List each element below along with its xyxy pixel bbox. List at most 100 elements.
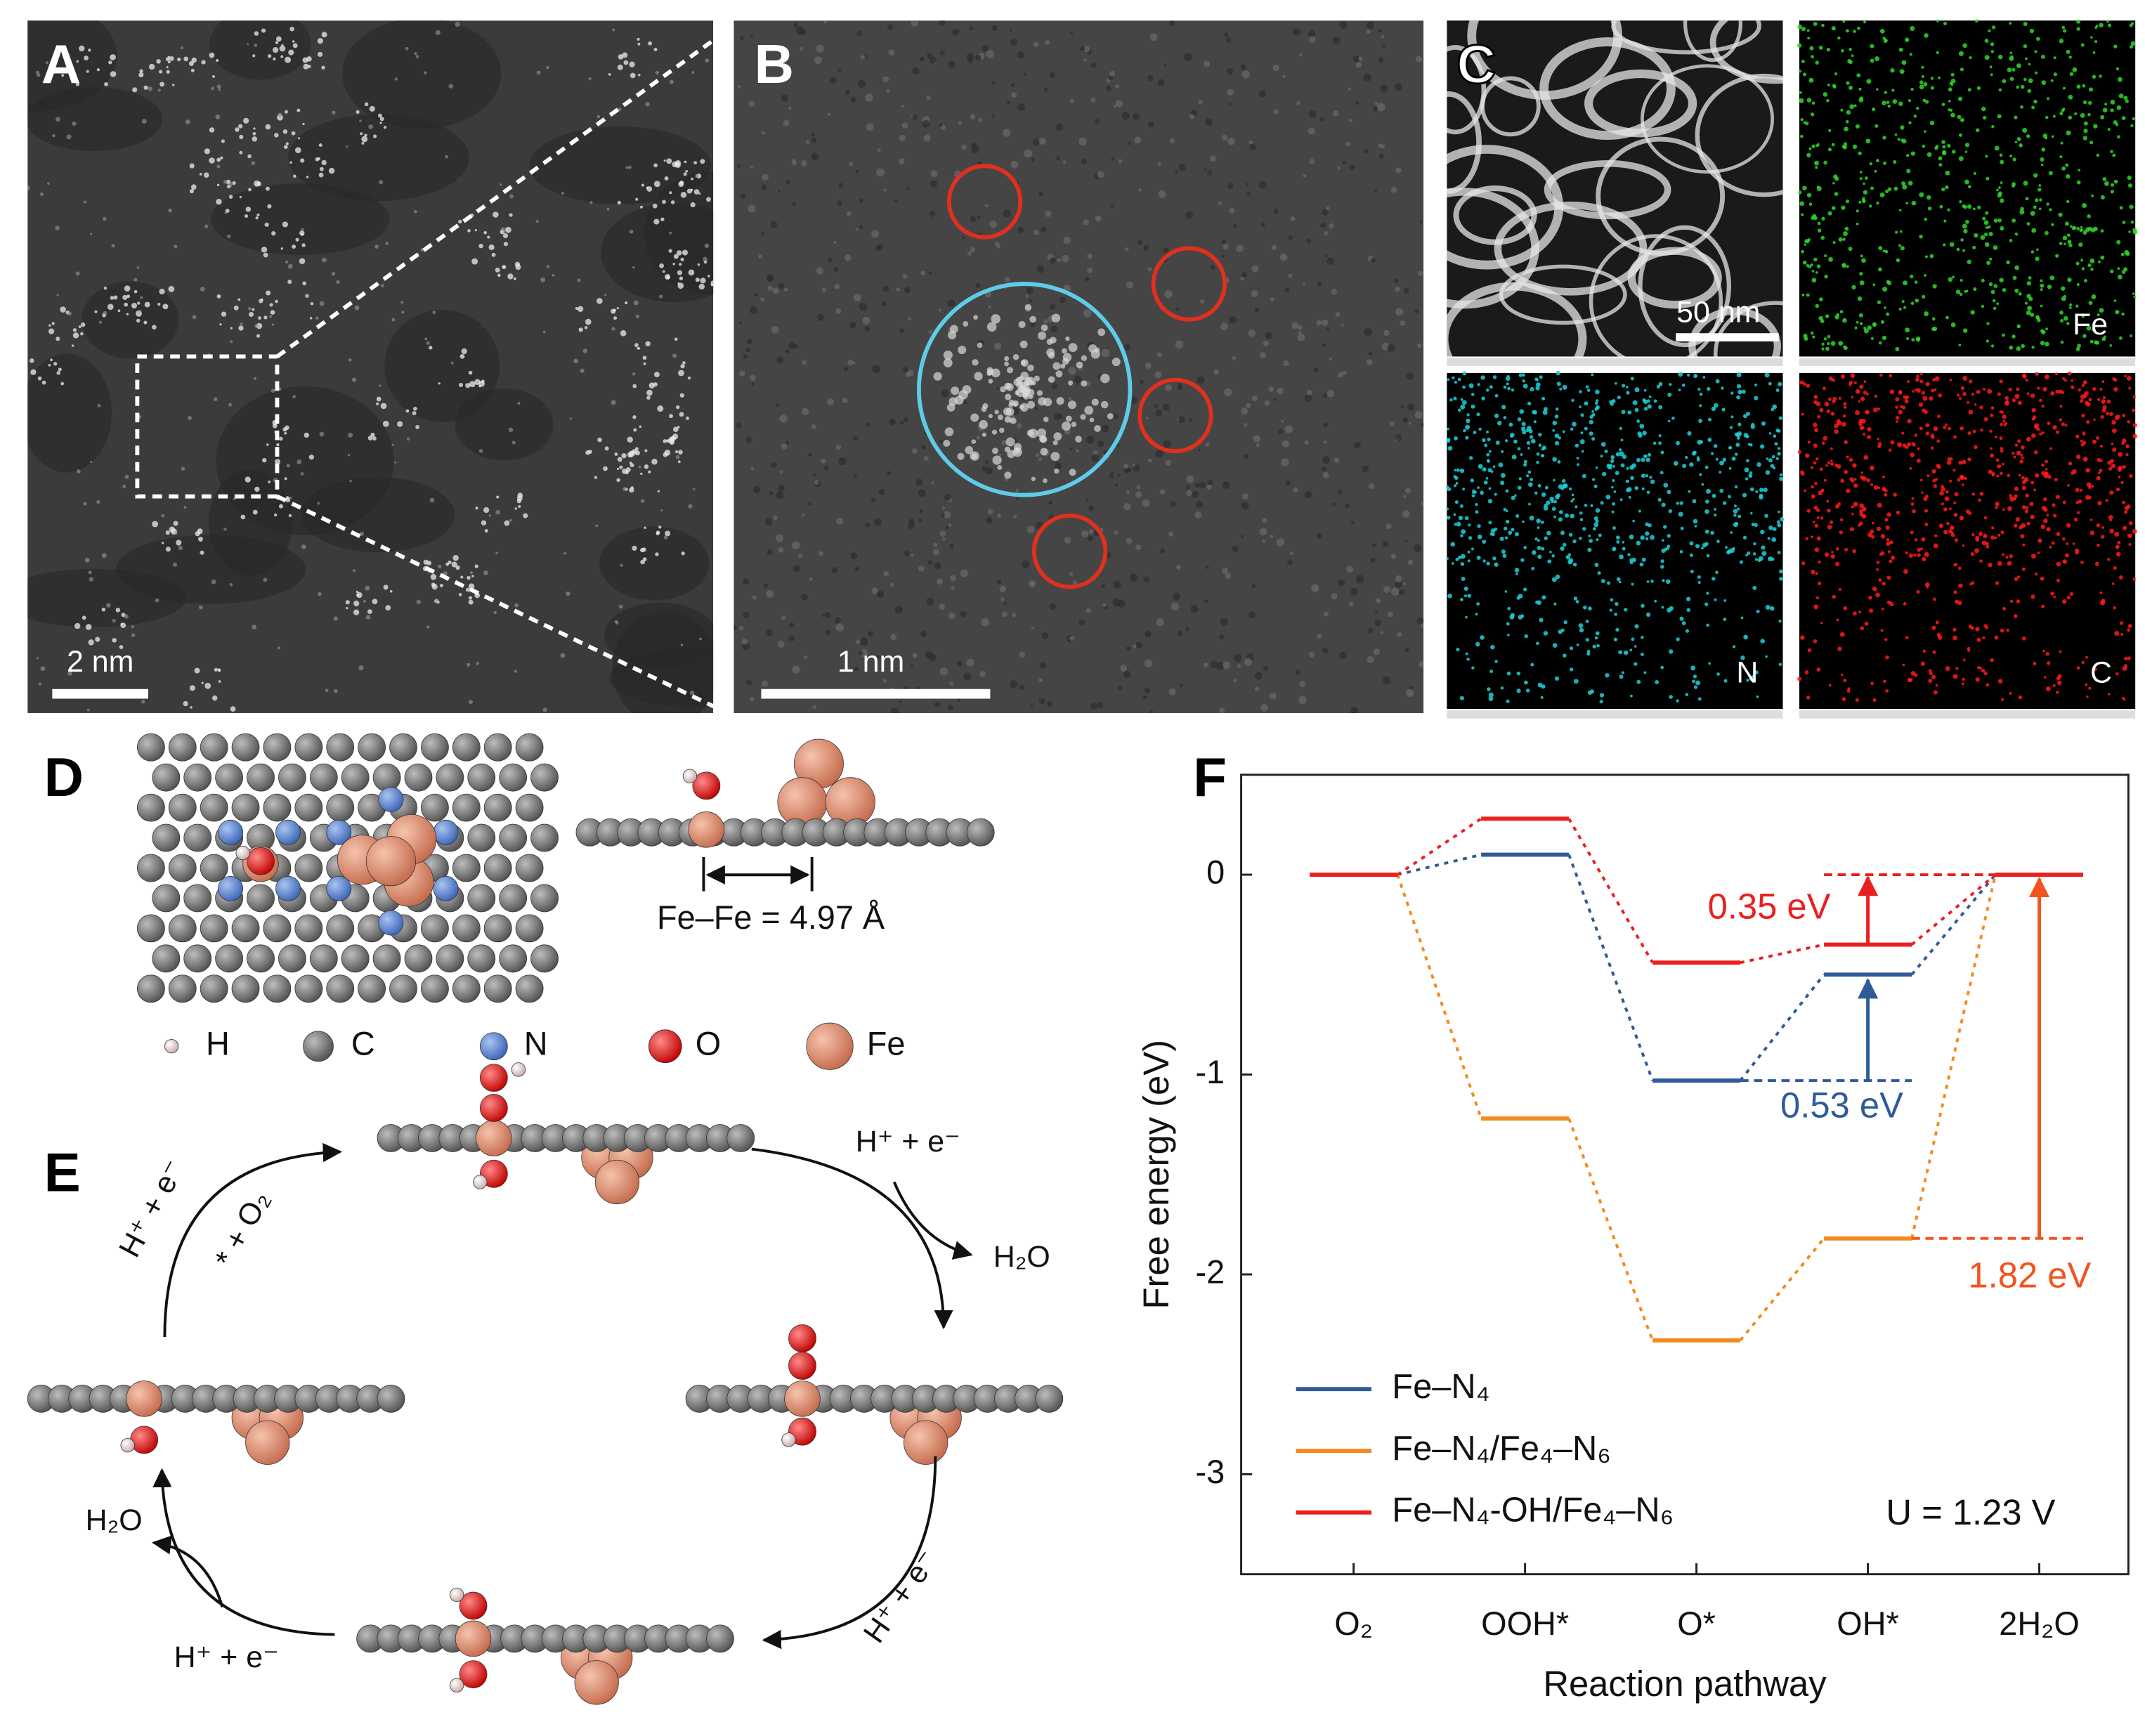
element-dot bbox=[2076, 84, 2081, 89]
noise bbox=[1085, 276, 1090, 282]
atom-speckle bbox=[943, 350, 953, 360]
element-dot bbox=[2046, 202, 2049, 206]
element-dot bbox=[1641, 603, 1645, 608]
noise bbox=[483, 570, 488, 575]
noise bbox=[844, 254, 852, 261]
noise bbox=[615, 621, 619, 625]
noise bbox=[928, 653, 937, 662]
element-dot bbox=[1456, 648, 1460, 652]
element-dot bbox=[1698, 418, 1703, 423]
atom-speckle bbox=[190, 184, 197, 190]
element-dot bbox=[1465, 652, 1468, 655]
element-dot bbox=[1692, 499, 1697, 504]
atom-speckle bbox=[166, 65, 169, 69]
element-dot bbox=[1578, 623, 1584, 628]
noise bbox=[514, 670, 517, 673]
element-dot bbox=[1620, 438, 1624, 442]
element-dot bbox=[1911, 200, 1917, 206]
noise bbox=[948, 523, 952, 528]
panel-a bbox=[27, 20, 714, 713]
element-dot bbox=[2087, 100, 2092, 105]
noise bbox=[866, 123, 874, 131]
noise bbox=[796, 27, 804, 35]
element-dot bbox=[1975, 627, 1980, 632]
noise bbox=[775, 403, 780, 407]
element-dot bbox=[1909, 274, 1914, 279]
element-dot bbox=[1846, 689, 1851, 693]
noise bbox=[1203, 663, 1208, 667]
atom-speckle bbox=[666, 158, 672, 164]
noise bbox=[996, 244, 1000, 249]
atom-C bbox=[183, 884, 212, 913]
atom-speckle bbox=[216, 294, 221, 299]
element-dot bbox=[1546, 530, 1551, 536]
noise bbox=[1404, 287, 1409, 294]
noise bbox=[1218, 201, 1223, 206]
element-dot bbox=[1863, 182, 1865, 185]
noise bbox=[835, 444, 842, 450]
atom-O bbox=[479, 1064, 508, 1092]
atom-speckle bbox=[658, 526, 662, 529]
element-dot bbox=[1994, 536, 1997, 540]
element-dot bbox=[1872, 586, 1877, 592]
element-dot bbox=[2077, 344, 2081, 348]
element-dot bbox=[1870, 58, 1875, 63]
element-dot bbox=[1523, 384, 1528, 389]
element-dot bbox=[1626, 391, 1630, 395]
element-dot bbox=[1858, 400, 1861, 403]
element-dot bbox=[2099, 591, 2103, 594]
noise bbox=[1126, 467, 1132, 473]
element-dot bbox=[1641, 474, 1645, 478]
element-dot bbox=[1706, 592, 1709, 595]
atom-speckle bbox=[491, 252, 496, 257]
element-dot bbox=[2110, 108, 2114, 112]
noise bbox=[1309, 36, 1316, 44]
element-dot bbox=[2046, 514, 2049, 517]
atom-speckle bbox=[275, 41, 279, 44]
element-dot bbox=[1911, 497, 1915, 500]
element-dot bbox=[1585, 385, 1589, 389]
element-dot bbox=[1881, 608, 1884, 611]
element-dot bbox=[1527, 426, 1532, 431]
element-dot bbox=[1875, 159, 1879, 163]
element-dot bbox=[1877, 502, 1882, 508]
element-dot bbox=[2092, 74, 2097, 79]
atom-speckle bbox=[292, 40, 295, 43]
noise bbox=[855, 228, 859, 231]
atom-Fe bbox=[688, 811, 725, 848]
noise bbox=[867, 631, 873, 637]
element-dot bbox=[1949, 378, 1952, 381]
noise bbox=[271, 323, 275, 326]
element-dot bbox=[1582, 527, 1586, 531]
element-dot bbox=[2009, 691, 2012, 695]
element-dot bbox=[1893, 159, 1897, 164]
element-dot bbox=[1926, 195, 1931, 200]
noise bbox=[876, 168, 885, 177]
noise bbox=[1133, 644, 1137, 648]
noise bbox=[1169, 138, 1175, 143]
element-dot bbox=[2058, 389, 2063, 394]
atom-speckle bbox=[209, 157, 215, 164]
atom-speckle bbox=[630, 463, 634, 468]
element-dot bbox=[1886, 575, 1891, 580]
element-dot bbox=[1921, 74, 1924, 78]
element-dot bbox=[1461, 400, 1467, 405]
atom-speckle bbox=[497, 273, 501, 278]
noise bbox=[923, 456, 929, 461]
element-dot bbox=[1485, 477, 1489, 480]
noise bbox=[1060, 296, 1066, 304]
element-dot bbox=[1540, 520, 1544, 524]
element-dot bbox=[1806, 29, 1810, 32]
element-dot bbox=[1815, 304, 1820, 308]
element-dot bbox=[1814, 523, 1819, 528]
noise bbox=[251, 161, 256, 165]
element-dot bbox=[2081, 384, 2085, 387]
element-dot bbox=[1934, 478, 1938, 481]
element-dot bbox=[1903, 569, 1908, 575]
element-dot bbox=[1519, 409, 1525, 415]
element-dot bbox=[2117, 267, 2120, 270]
atom-speckle bbox=[263, 252, 268, 258]
element-dot bbox=[1980, 235, 1986, 240]
element-dot bbox=[1820, 319, 1825, 324]
noise bbox=[131, 633, 136, 637]
